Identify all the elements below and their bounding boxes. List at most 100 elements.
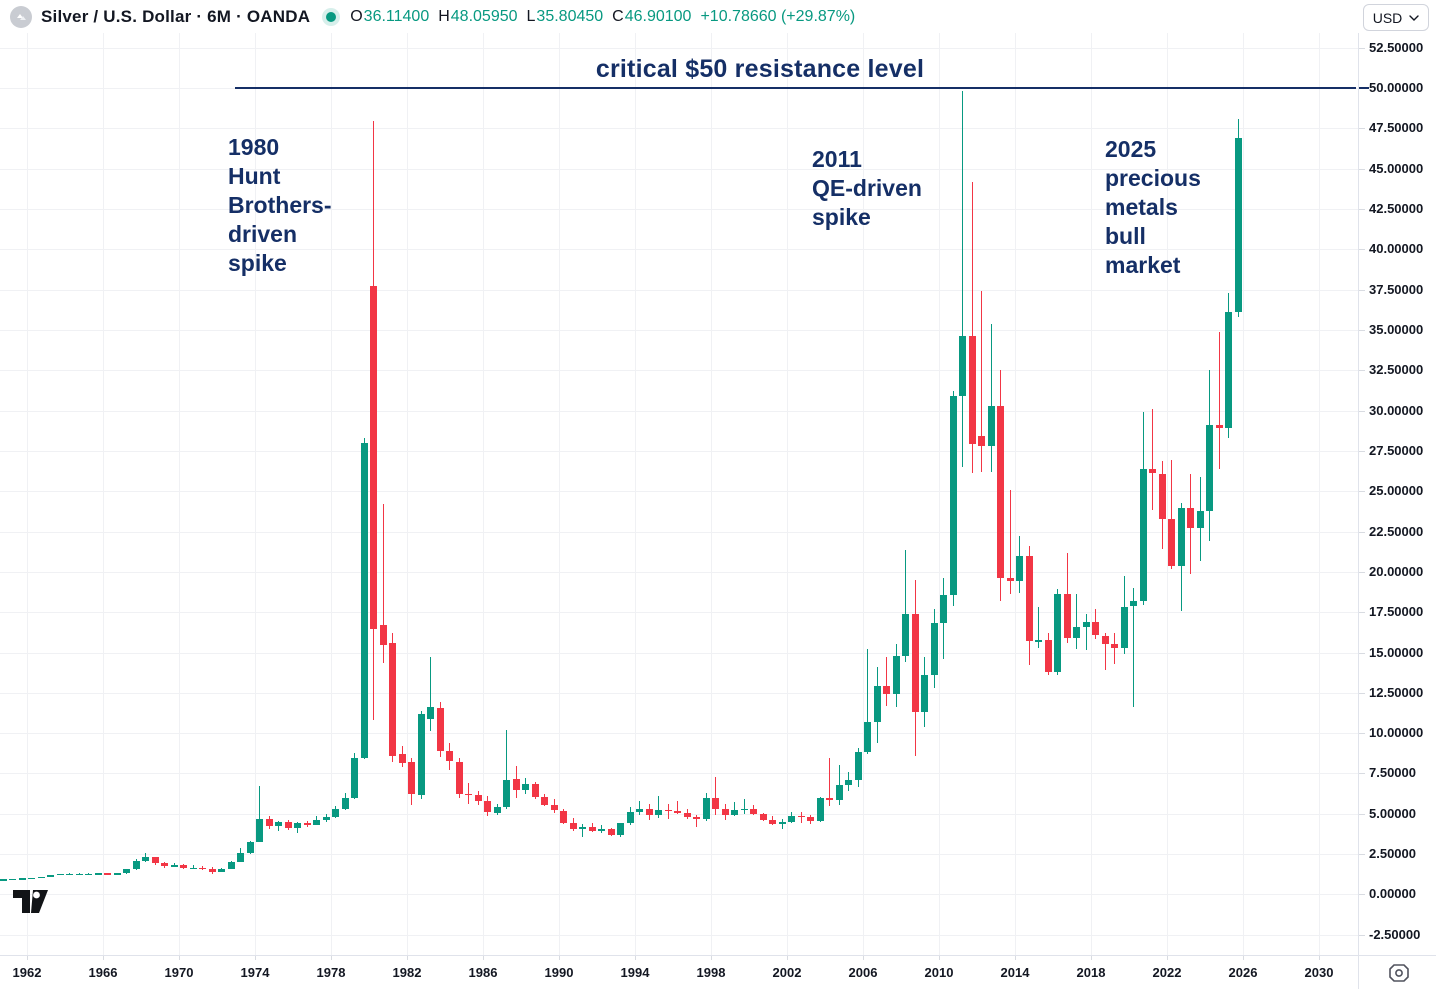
candle[interactable]: [1168, 518, 1176, 567]
candle[interactable]: [949, 396, 957, 596]
candle[interactable]: [854, 752, 862, 781]
candle[interactable]: [940, 595, 948, 623]
candle[interactable]: [569, 822, 577, 830]
candle[interactable]: [85, 873, 93, 875]
candle[interactable]: [598, 829, 606, 831]
candle[interactable]: [617, 823, 625, 835]
candle[interactable]: [655, 809, 663, 816]
candle[interactable]: [892, 655, 900, 694]
candle[interactable]: [902, 613, 910, 656]
candle[interactable]: [1101, 635, 1109, 645]
candle[interactable]: [797, 816, 805, 818]
candle[interactable]: [370, 285, 378, 630]
candle[interactable]: [265, 819, 273, 826]
price-axis[interactable]: -2.50000 0.00000 2.50000 5.00000 7.50000 10.0…: [1358, 33, 1436, 955]
candle[interactable]: [455, 762, 463, 794]
candle[interactable]: [1225, 312, 1233, 429]
candle[interactable]: [465, 793, 473, 796]
candle[interactable]: [807, 817, 815, 821]
candle[interactable]: [1206, 425, 1214, 511]
candle[interactable]: [1063, 593, 1071, 638]
candle[interactable]: [1187, 508, 1195, 529]
candle[interactable]: [845, 780, 853, 785]
candle[interactable]: [218, 868, 226, 872]
candle[interactable]: [968, 336, 976, 445]
candle[interactable]: [626, 812, 634, 824]
candle[interactable]: [683, 813, 691, 817]
candle[interactable]: [398, 754, 406, 763]
candle[interactable]: [550, 804, 558, 811]
symbol-title[interactable]: Silver / U.S. Dollar · 6M · OANDA: [41, 6, 311, 26]
candle[interactable]: [911, 613, 919, 713]
candle[interactable]: [1196, 510, 1204, 529]
time-axis[interactable]: 1962 1966 1970 1974 1978 1982 1986 1990 1994 1998…: [0, 955, 1358, 989]
candle[interactable]: [750, 808, 758, 815]
candle[interactable]: [18, 878, 26, 880]
candle[interactable]: [978, 436, 986, 447]
candle[interactable]: [123, 869, 131, 874]
candle[interactable]: [1139, 468, 1147, 601]
candle[interactable]: [275, 822, 283, 826]
candle[interactable]: [1234, 138, 1242, 312]
candle[interactable]: [360, 442, 368, 759]
candle[interactable]: [864, 721, 872, 753]
candle[interactable]: [237, 853, 245, 862]
annotation-2025-bull-market[interactable]: 2025 precious metals bull market: [1105, 136, 1201, 278]
price-chart[interactable]: critical $50 resistance level 1980 Hunt …: [0, 33, 1358, 955]
candle[interactable]: [351, 758, 359, 799]
candle[interactable]: [1158, 473, 1166, 519]
silver-symbol-icon[interactable]: [10, 5, 32, 28]
candle[interactable]: [199, 868, 207, 870]
candle[interactable]: [588, 826, 596, 832]
candle[interactable]: [731, 809, 739, 816]
candle[interactable]: [1006, 578, 1014, 582]
annotation-1980-hunt-brothers[interactable]: 1980 Hunt Brothers- driven spike: [228, 134, 332, 276]
candle[interactable]: [1120, 606, 1128, 648]
candle[interactable]: [1035, 640, 1043, 642]
candle[interactable]: [132, 861, 140, 870]
camera-icon[interactable]: [1387, 963, 1411, 983]
candle[interactable]: [579, 826, 587, 830]
candle[interactable]: [959, 336, 967, 397]
candle[interactable]: [389, 642, 397, 757]
candle[interactable]: [930, 622, 938, 675]
candle[interactable]: [1215, 425, 1223, 429]
candle[interactable]: [531, 783, 539, 797]
candle[interactable]: [0, 879, 7, 881]
candle[interactable]: [1082, 621, 1090, 627]
currency-selector[interactable]: USD: [1363, 4, 1429, 31]
candle[interactable]: [256, 819, 264, 842]
candle[interactable]: [408, 762, 416, 795]
candle[interactable]: [740, 808, 748, 810]
candle[interactable]: [997, 405, 1005, 579]
candle[interactable]: [9, 879, 17, 881]
candle[interactable]: [1025, 555, 1033, 642]
candle[interactable]: [427, 707, 435, 719]
candle[interactable]: [417, 713, 425, 796]
candle[interactable]: [560, 810, 568, 823]
candle[interactable]: [1016, 555, 1024, 582]
candle[interactable]: [379, 625, 387, 646]
candle[interactable]: [816, 798, 824, 821]
candle[interactable]: [873, 686, 881, 722]
resistance-line[interactable]: [235, 87, 1356, 89]
candle[interactable]: [227, 861, 235, 869]
tradingview-logo[interactable]: [12, 888, 49, 919]
candle[interactable]: [66, 873, 74, 875]
candle[interactable]: [1130, 600, 1138, 607]
candle[interactable]: [645, 808, 653, 816]
candle[interactable]: [180, 865, 188, 869]
candle[interactable]: [484, 800, 492, 813]
candle[interactable]: [28, 877, 36, 879]
candle[interactable]: [883, 686, 891, 694]
candle[interactable]: [826, 798, 834, 800]
candle[interactable]: [37, 876, 45, 878]
candle[interactable]: [636, 808, 644, 813]
candle[interactable]: [674, 811, 682, 813]
candle[interactable]: [284, 822, 292, 829]
candle[interactable]: [436, 708, 444, 751]
candle[interactable]: [1149, 468, 1157, 474]
candle[interactable]: [721, 808, 729, 816]
candle[interactable]: [189, 868, 197, 870]
candle[interactable]: [987, 405, 995, 446]
